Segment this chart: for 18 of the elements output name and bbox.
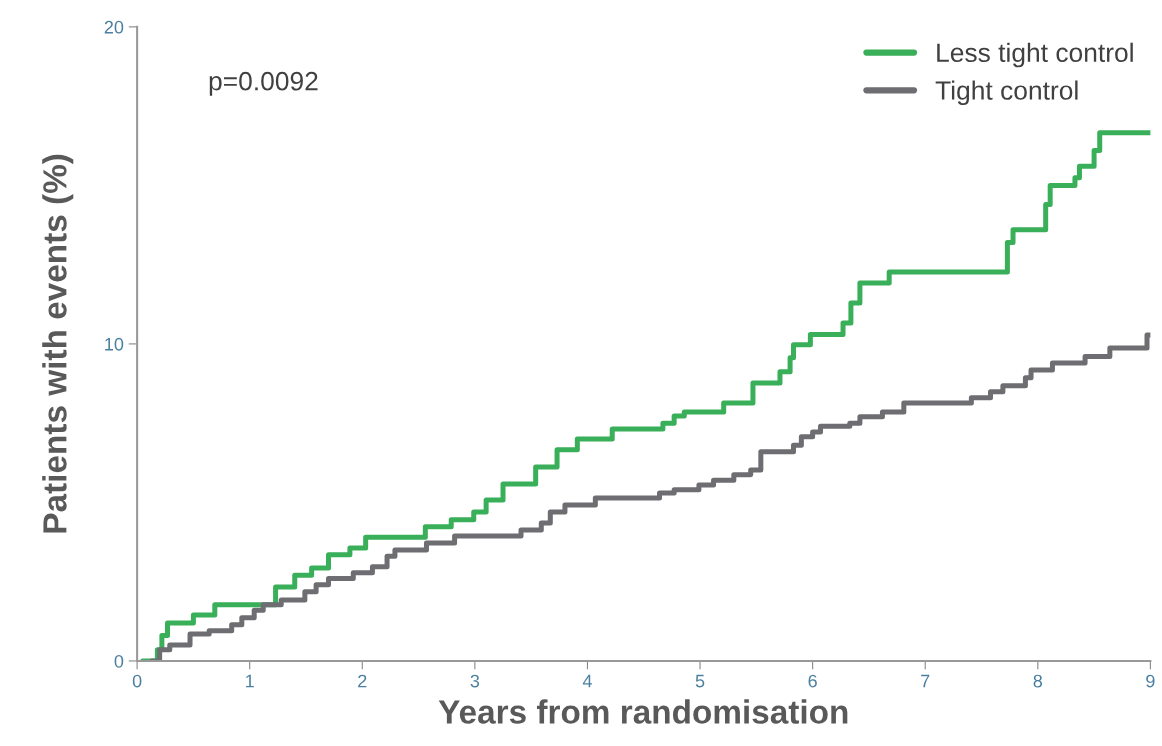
- x-tick-label: 9: [1146, 674, 1155, 688]
- y-tick-label: 10: [105, 337, 124, 351]
- y-axis-title: Patients with events (%): [42, 154, 74, 533]
- annotation: p=0.0092: [209, 71, 318, 96]
- x-tick-label: 7: [921, 674, 930, 688]
- y-tick-label: 0: [114, 654, 124, 668]
- y-tick-label: 20: [104, 20, 124, 34]
- x-tick-label: 4: [582, 674, 592, 688]
- x-axis-title: Years from randomisation: [438, 699, 848, 724]
- x-tick-label: 5: [695, 674, 705, 688]
- x-tick-label: 8: [1033, 674, 1043, 688]
- x-tick-label: 2: [358, 674, 367, 688]
- x-tick-label: 3: [470, 674, 480, 688]
- legend-label: Tight control: [935, 80, 1078, 106]
- x-tick-label: 0: [132, 674, 142, 688]
- legend-label: Less tight control: [937, 42, 1133, 68]
- x-tick-label: 1: [246, 674, 254, 688]
- x-tick-label: 6: [808, 674, 817, 688]
